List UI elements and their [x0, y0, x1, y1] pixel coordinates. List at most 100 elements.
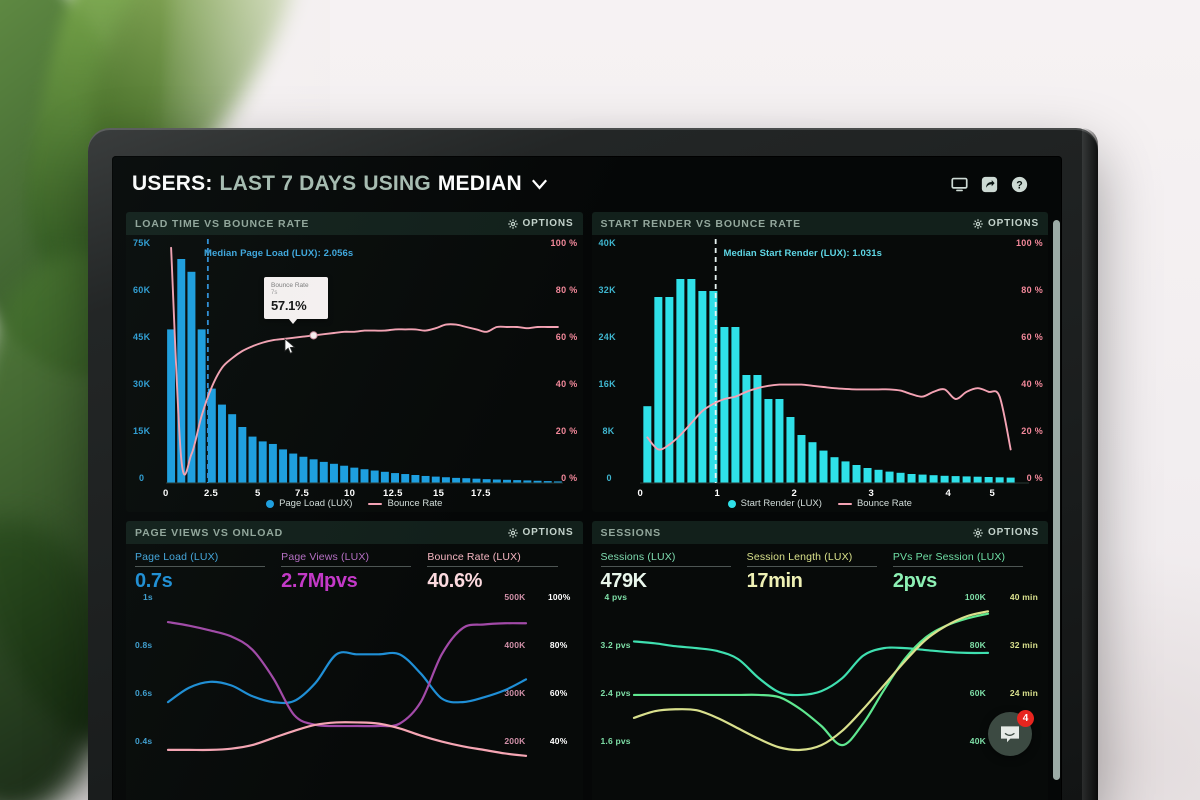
options-button[interactable]: OPTIONS [507, 527, 574, 538]
svg-text:?: ? [1016, 179, 1022, 191]
x-tick: 0 [163, 488, 169, 499]
title-metric: MEDIAN [437, 172, 522, 195]
x-tick: 10 [344, 488, 356, 499]
panel-header: LOAD TIME VS BOUNCE RATE OPTIONS [126, 212, 583, 235]
legend-line-icon [368, 502, 383, 505]
chart-canvas [632, 610, 989, 752]
y-tick: 1s [143, 592, 153, 602]
chart-canvas [166, 239, 563, 484]
y-tick: 0.6s [135, 688, 153, 698]
legend-item-page-load[interactable]: Page Load (LUX) [266, 498, 352, 509]
title-range: LAST 7 DAYS [219, 172, 357, 195]
title-users: USERS: [132, 172, 213, 195]
legend-line-icon [837, 502, 852, 505]
page-scrollbar[interactable] [1053, 220, 1060, 780]
metric-pvs-per-session[interactable]: PVs Per Session (LUX) 2pvs [892, 551, 1039, 592]
legend-item-start-render[interactable]: Start Render (LUX) [727, 498, 822, 509]
chevron-down-icon[interactable] [531, 176, 548, 193]
median-annotation: Median Page Load (LUX): 2.056s [204, 248, 354, 259]
legend-label: Start Render (LUX) [740, 498, 822, 509]
y2-tick: 100 % [1015, 238, 1043, 248]
legend-item-bounce-rate[interactable]: Bounce Rate [368, 498, 442, 509]
panel-page-views-vs-onload: PAGE VIEWS VS ONLOAD OPTIONS [126, 521, 583, 800]
panel-start-render-vs-bounce-rate: START RENDER VS BOUNCE RATE OPTIONS [591, 212, 1049, 512]
panel-sessions: SESSIONS OPTIONS [591, 521, 1049, 800]
share-icon[interactable] [981, 176, 998, 193]
options-button[interactable]: OPTIONS [507, 218, 574, 229]
metric-rule [281, 566, 412, 567]
metric-bounce-rate[interactable]: Bounce Rate (LUX) 40.6% [427, 551, 573, 591]
y2-tick-k: 200K [504, 736, 526, 746]
panel-title: LOAD TIME VS BOUNCE RATE [135, 217, 310, 230]
options-label: OPTIONS [988, 218, 1039, 229]
y-tick: 45K [133, 332, 151, 342]
title-using: USING [363, 172, 431, 195]
laptop-body: USERS: LAST 7 DAYS USING MEDIAN [88, 128, 1098, 800]
y2-tick: 20 % [555, 426, 578, 436]
page-title[interactable]: USERS: LAST 7 DAYS USING MEDIAN [132, 172, 548, 196]
dashboard: USERS: LAST 7 DAYS USING MEDIAN [112, 156, 1062, 800]
metric-rule [746, 566, 877, 567]
panel-title: SESSIONS [600, 526, 661, 539]
y2-tick: 80 % [1021, 285, 1043, 295]
y-tick: 60K [133, 285, 151, 295]
y3-tick-min: 40 min [1009, 592, 1038, 602]
x-tick: 1 [714, 488, 721, 499]
metric-sessions[interactable]: Sessions (LUX) 479K [600, 551, 747, 592]
y2-tick: 20 % [1021, 426, 1043, 436]
chart-canvas [166, 620, 528, 757]
y2-tick-k: 300K [504, 688, 526, 698]
options-button[interactable]: OPTIONS [973, 527, 1039, 538]
metric-rule [892, 566, 1024, 567]
chart-legend: Start Render (LUX) Bounce Rate [592, 498, 1049, 509]
metric-page-views[interactable]: Page Views (LUX) 2.7Mpvs [281, 551, 427, 591]
metric-value: 2.7Mpvs [281, 570, 358, 592]
chat-unread-badge: 4 [1017, 710, 1034, 727]
x-tick: 2.5 [204, 488, 219, 499]
legend-item-bounce-rate[interactable]: Bounce Rate [837, 498, 912, 509]
metric-page-load[interactable]: Page Load (LUX) 0.7s [135, 551, 281, 591]
y-tick: 0.8s [135, 640, 153, 650]
tooltip-arrow [288, 318, 298, 325]
gear-icon [507, 527, 518, 538]
x-tick: 17.5 [471, 488, 491, 499]
y2-tick: 40 % [1021, 379, 1043, 389]
metric-value: 2pvs [892, 570, 937, 592]
y2-tick-k: 400K [504, 640, 526, 650]
options-button[interactable]: OPTIONS [973, 218, 1039, 229]
gear-icon [973, 527, 983, 538]
x-tick: 4 [945, 488, 952, 499]
y2-tick: 100 % [550, 238, 578, 248]
chat-widget-button[interactable]: 4 [988, 710, 1034, 756]
metric-value: 17min [746, 570, 803, 592]
x-tick: 12.5 [383, 488, 403, 499]
metric-label: Page Views (LUX) [281, 551, 370, 563]
tooltip-subtitle: 7s [271, 290, 278, 297]
y-tick: 30K [133, 379, 151, 389]
y-tick: 0.4s [135, 736, 153, 746]
chart-page-views-onload: 1s 0.8s 0.6s 0.4s 500K 400K 300K 200K 10… [126, 591, 583, 776]
y2-tick-k: 60K [969, 688, 986, 698]
metric-session-length[interactable]: Session Length (LUX) 17min [746, 551, 893, 592]
chart-sessions: 4 pvs 3.2 pvs 2.4 pvs 1.6 pvs 100K 80K 6… [592, 591, 1049, 776]
y-tick: 2.4 pvs [600, 688, 631, 698]
help-icon[interactable]: ? [1011, 176, 1028, 193]
metric-rule [427, 566, 558, 567]
chart-start-render: 40K 32K 24K 16K 8K 0 100 % 80 % 60 % 40 … [592, 235, 1049, 512]
metric-rule [135, 566, 266, 567]
panel-load-time-vs-bounce-rate: LOAD TIME VS BOUNCE RATE OPTIONS [126, 212, 583, 512]
metric-label: Bounce Rate (LUX) [427, 551, 521, 563]
monitor-icon[interactable] [951, 176, 968, 193]
metric-row: Sessions (LUX) 479K Session Length (LUX)… [592, 544, 1049, 591]
metric-value: 479K [600, 570, 648, 592]
options-label: OPTIONS [988, 527, 1039, 538]
laptop-screen: USERS: LAST 7 DAYS USING MEDIAN [112, 156, 1062, 800]
panel-title: START RENDER VS BOUNCE RATE [600, 217, 801, 230]
y3-tick-min: 32 min [1009, 640, 1038, 650]
metric-label: Session Length (LUX) [746, 551, 853, 563]
y3-tick-pct: 60% [549, 688, 568, 698]
x-tick: 5 [989, 488, 996, 499]
dashboard-topbar: USERS: LAST 7 DAYS USING MEDIAN [126, 156, 1048, 212]
panel-header: PAGE VIEWS VS ONLOAD OPTIONS [126, 521, 583, 544]
y2-tick: 40 % [555, 379, 578, 389]
